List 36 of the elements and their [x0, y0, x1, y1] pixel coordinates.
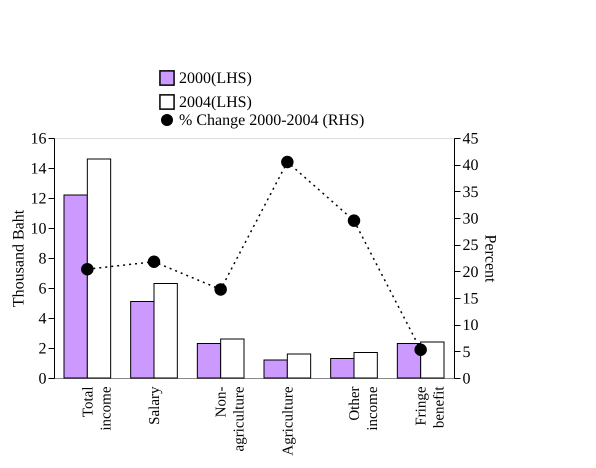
y2-tick-label: 5 [462, 344, 470, 361]
y2-tick-label: 40 [462, 157, 478, 174]
y2-tick-label: 15 [462, 290, 478, 308]
x-tick-label: Total income [80, 386, 114, 431]
point [81, 262, 94, 276]
y-tick-label: 2 [38, 340, 46, 358]
point [214, 283, 227, 296]
y-tick-label: 16 [30, 130, 46, 148]
legend-label: % Change 2000-2004 (RHS) [179, 112, 364, 129]
y-tick-label: 6 [38, 280, 46, 298]
x-tick-label: Agriculture [280, 386, 296, 456]
point [348, 214, 360, 227]
x-tick-label: Fringe benefit [414, 386, 448, 428]
x-tick-label: Salary [147, 386, 163, 425]
y-axis-title: Thousand Baht [10, 209, 28, 308]
y2-tick-label: 20 [462, 264, 478, 281]
x-tick-label: Non-agriculture [214, 386, 248, 452]
y2-tick-label: 10 [462, 317, 478, 334]
y2-tick-label: 45 [462, 130, 478, 148]
y2-axis-title: Percent [482, 234, 498, 284]
y2-tick-label: 0 [462, 370, 470, 388]
y-tick-label: 14 [30, 160, 46, 178]
point [281, 156, 294, 168]
y-tick-label: 10 [30, 220, 46, 238]
x-tick-label: Other income [347, 386, 381, 431]
y2-tick-label: 25 [462, 237, 478, 254]
y-tick-label: 0 [38, 370, 46, 388]
y-tick-label: 4 [38, 310, 46, 328]
point [148, 256, 160, 268]
y2-tick-label: 30 [462, 210, 478, 228]
y-tick-label: 8 [38, 250, 46, 268]
legend-label: 2004(LHS) [179, 94, 252, 111]
point [414, 344, 427, 356]
legend-label: 2000(LHS) [179, 70, 252, 87]
y-tick-label: 12 [30, 190, 46, 208]
y2-tick-label: 35 [462, 184, 478, 201]
